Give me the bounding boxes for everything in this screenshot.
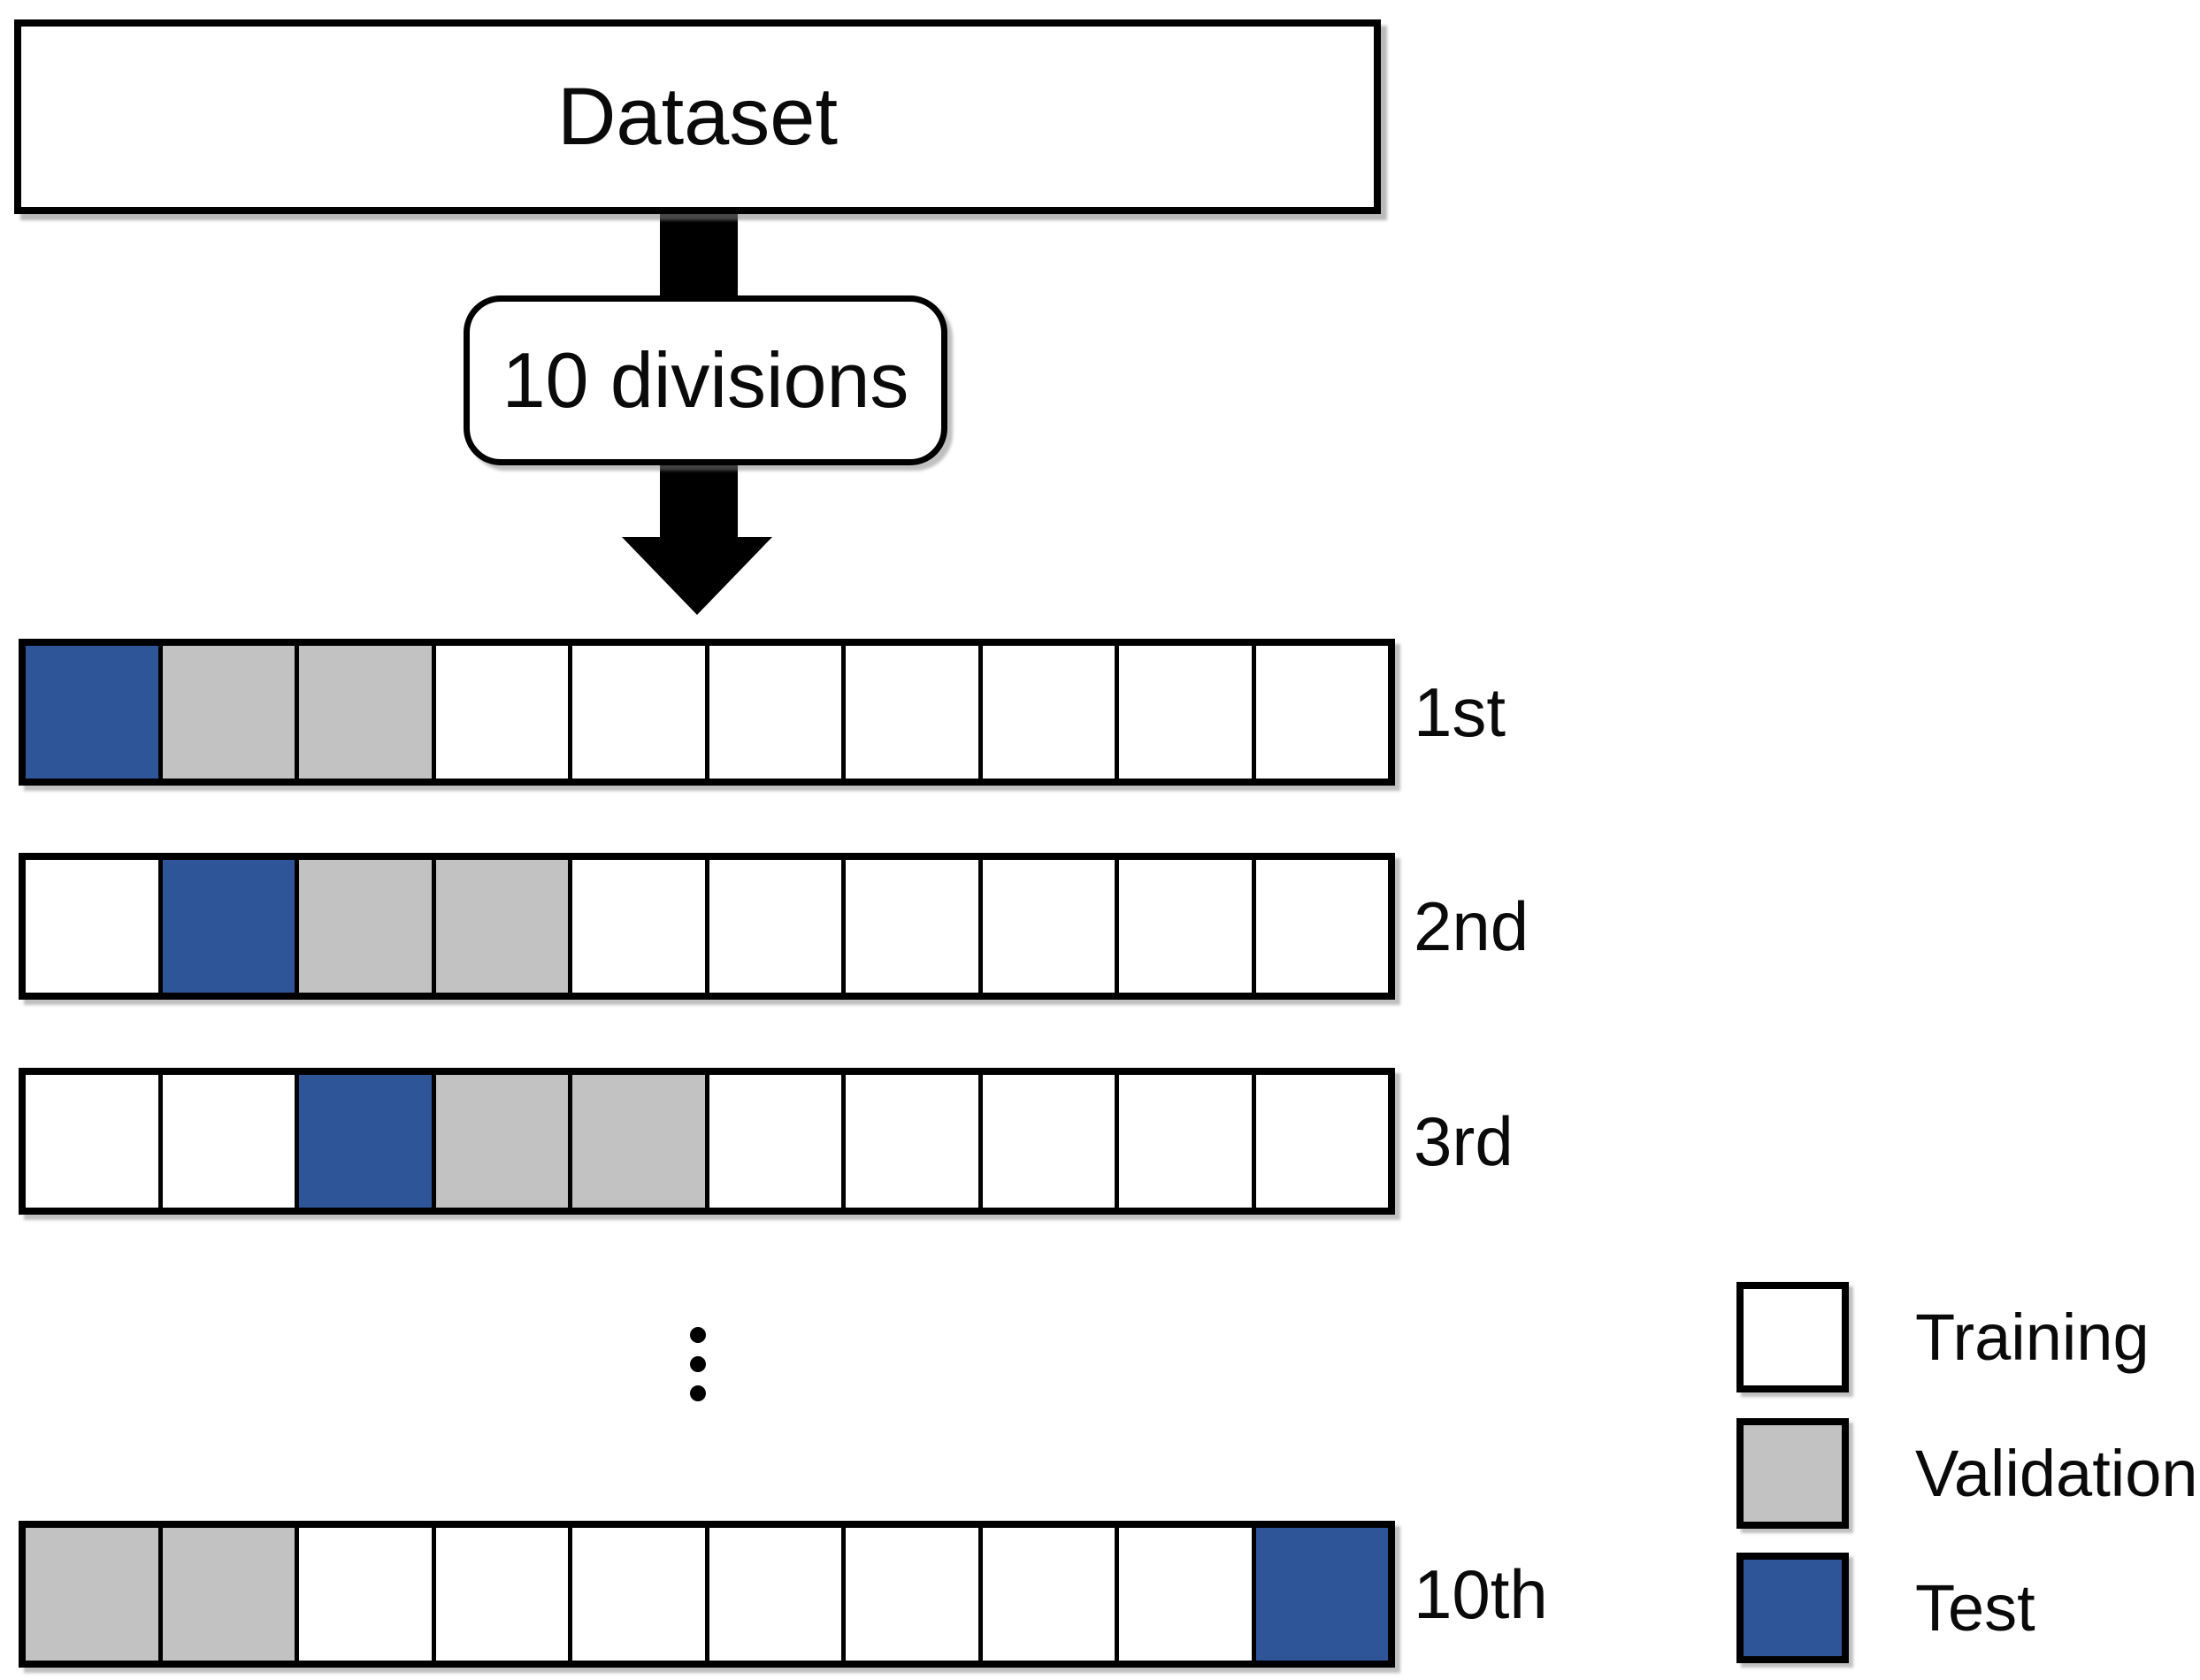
- fold-row-1: [19, 639, 1395, 786]
- division-process-box: 10 divisions: [464, 295, 947, 465]
- fold-cell-validation: [157, 1528, 295, 1661]
- fold-cell-training: [1115, 860, 1252, 993]
- vertical-ellipsis-icon: [690, 1327, 706, 1401]
- fold-cell-training: [704, 1528, 841, 1661]
- fold-cell-validation: [157, 646, 295, 779]
- row-label: 10th: [1414, 1555, 1548, 1633]
- ellipsis-dot: [690, 1356, 706, 1372]
- fold-cell-training: [26, 860, 158, 993]
- fold-cell-training: [26, 1075, 158, 1208]
- dataset-box: Dataset: [14, 19, 1381, 214]
- fold-cell-test: [26, 646, 158, 779]
- fold-row-10: [19, 1521, 1395, 1668]
- fold-cell-validation: [26, 1528, 158, 1661]
- fold-row-2-cells: [26, 860, 1388, 993]
- fold-cell-training: [704, 1075, 841, 1208]
- ellipsis-dot: [690, 1327, 706, 1343]
- fold-cell-validation: [295, 646, 432, 779]
- fold-row-3: [19, 1068, 1395, 1215]
- fold-cell-test: [157, 860, 295, 993]
- ellipsis-dot: [690, 1385, 706, 1401]
- fold-cell-training: [157, 1075, 295, 1208]
- fold-cell-training: [1115, 1528, 1252, 1661]
- fold-cell-validation: [568, 1075, 705, 1208]
- dataset-label: Dataset: [556, 71, 839, 162]
- legend-label: Validation: [1915, 1437, 2198, 1510]
- fold-cell-training: [841, 1075, 978, 1208]
- fold-cell-training: [1251, 646, 1388, 779]
- fold-cell-validation: [295, 860, 432, 993]
- fold-cell-validation: [431, 860, 568, 993]
- fold-cell-training: [977, 860, 1115, 993]
- fold-cell-training: [841, 646, 978, 779]
- fold-cell-training: [1115, 646, 1252, 779]
- fold-cell-test: [1251, 1528, 1388, 1661]
- fold-cell-training: [568, 860, 705, 993]
- fold-row-1-cells: [26, 646, 1388, 779]
- training-swatch: [1736, 1282, 1849, 1392]
- fold-cell-training: [704, 646, 841, 779]
- connector-stem-bottom: [660, 456, 738, 541]
- fold-cell-training: [841, 860, 978, 993]
- legend-label: Test: [1915, 1571, 2035, 1645]
- fold-cell-training: [295, 1528, 432, 1661]
- legend-item-test: Test: [1736, 1553, 2035, 1663]
- row-label: 3rd: [1414, 1102, 1514, 1180]
- division-label: 10 divisions: [502, 336, 909, 424]
- connector-stem-top: [660, 212, 738, 304]
- fold-cell-training: [431, 646, 568, 779]
- fold-cell-training: [841, 1528, 978, 1661]
- legend-item-validation: Validation: [1736, 1418, 2198, 1529]
- test-swatch: [1736, 1553, 1849, 1663]
- down-arrow-icon: [622, 537, 772, 615]
- fold-cell-training: [568, 1528, 705, 1661]
- validation-swatch: [1736, 1418, 1849, 1529]
- fold-cell-training: [977, 1075, 1115, 1208]
- fold-cell-training: [1251, 1075, 1388, 1208]
- fold-cell-training: [1251, 860, 1388, 993]
- legend-item-training: Training: [1736, 1282, 2150, 1392]
- fold-cell-training: [977, 646, 1115, 779]
- fold-cell-validation: [431, 1075, 568, 1208]
- fold-cell-training: [1115, 1075, 1252, 1208]
- fold-cell-training: [704, 860, 841, 993]
- row-label: 2nd: [1414, 887, 1529, 965]
- fold-row-10-cells: [26, 1528, 1388, 1661]
- legend-label: Training: [1915, 1300, 2150, 1374]
- fold-cell-training: [977, 1528, 1115, 1661]
- fold-cell-training: [431, 1528, 568, 1661]
- row-label: 1st: [1414, 673, 1506, 751]
- fold-cell-training: [568, 646, 705, 779]
- fold-cell-test: [295, 1075, 432, 1208]
- fold-row-2: [19, 853, 1395, 1000]
- fold-row-3-cells: [26, 1075, 1388, 1208]
